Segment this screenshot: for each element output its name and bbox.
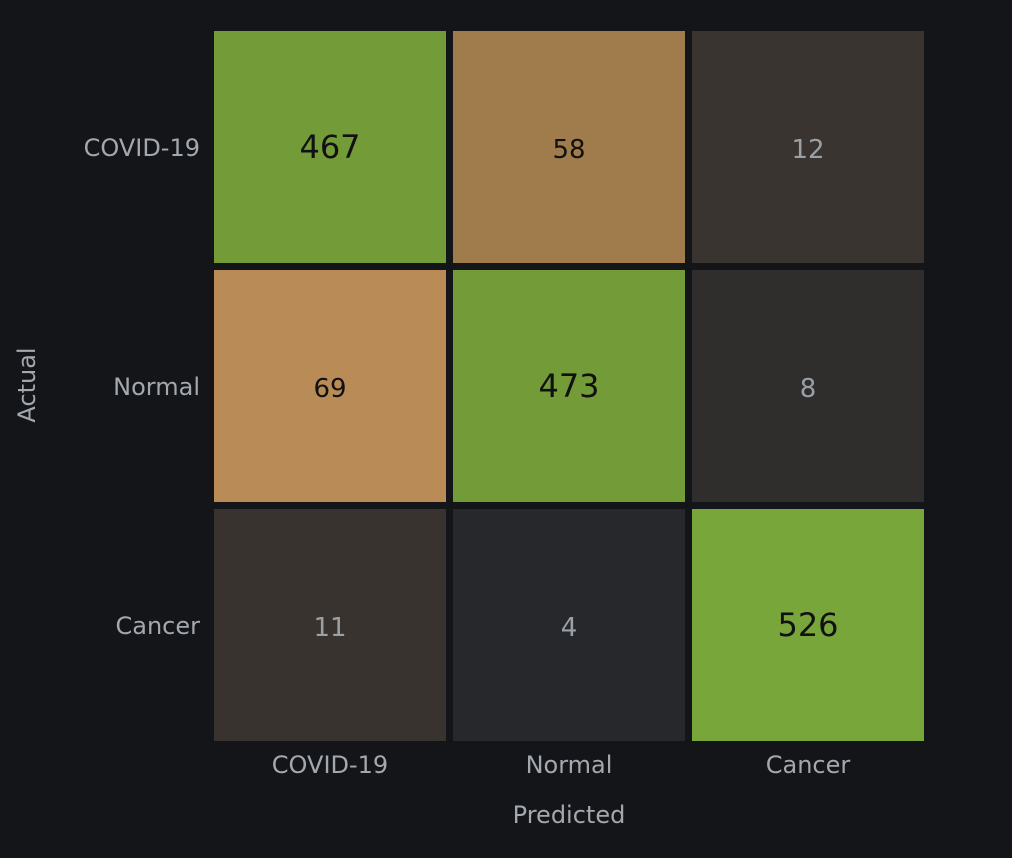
matrix-cell-r2-c1: [453, 509, 685, 741]
y-tick-label-1: Normal: [113, 373, 200, 401]
matrix-cell-value-r1-c0: 69: [313, 374, 346, 404]
matrix-cell-r0-c0: [214, 31, 446, 263]
matrix-cell-value-r0-c1: 58: [552, 135, 585, 165]
y-axis-label: Actual: [13, 347, 41, 422]
matrix-cell-r1-c1: [453, 270, 685, 502]
x-tick-label-2: Cancer: [766, 751, 851, 779]
matrix-cell-value-r0-c2: 12: [791, 135, 824, 165]
matrix-cell-value-r2-c2: 526: [777, 606, 838, 644]
matrix-cells: [214, 31, 924, 741]
y-axis-tick-labels: COVID-19 Normal Cancer: [84, 134, 201, 640]
matrix-cell-r1-c0: [214, 270, 446, 502]
matrix-cell-value-r0-c0: 467: [299, 128, 360, 166]
matrix-cell-value-r1-c2: 8: [800, 374, 817, 404]
matrix-cell-r2-c0: [214, 509, 446, 741]
matrix-cell-values: 467 58 12 69 473 8 11 4 526: [299, 128, 838, 644]
matrix-cell-r0-c2: [692, 31, 924, 263]
matrix-cell-value-r2-c1: 4: [561, 613, 578, 643]
y-tick-label-2: Cancer: [115, 612, 200, 640]
matrix-cell-value-r2-c0: 11: [313, 613, 346, 643]
x-axis-tick-labels: COVID-19 Normal Cancer: [272, 751, 851, 779]
matrix-cell-r2-c2: [692, 509, 924, 741]
matrix-cell-r0-c1: [453, 31, 685, 263]
y-tick-label-0: COVID-19: [84, 134, 200, 162]
x-axis-label: Predicted: [513, 801, 626, 829]
matrix-cell-value-r1-c1: 473: [538, 367, 599, 405]
matrix-cell-r1-c2: [692, 270, 924, 502]
x-tick-label-0: COVID-19: [272, 751, 388, 779]
x-tick-label-1: Normal: [526, 751, 613, 779]
